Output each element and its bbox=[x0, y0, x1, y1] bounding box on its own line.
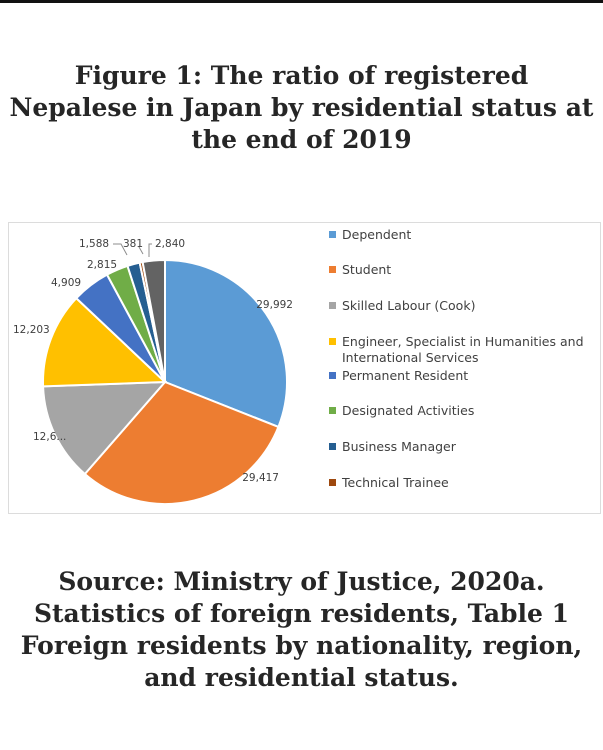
source-line: Source: Ministry of Justice, 2020a. bbox=[58, 567, 545, 596]
pie-slice bbox=[164, 258, 288, 429]
source-note: Source: Ministry of Justice, 2020a. Stat… bbox=[0, 566, 603, 694]
legend-item: Permanent Resident bbox=[329, 368, 592, 384]
legend-label: Permanent Resident bbox=[342, 368, 469, 383]
data-label: 1,588 bbox=[79, 238, 109, 250]
data-label: 12,6... bbox=[33, 431, 66, 443]
legend-item: Business Manager bbox=[329, 439, 592, 455]
data-label: 29,417 bbox=[242, 472, 279, 484]
data-label: 12,203 bbox=[13, 324, 50, 336]
legend-swatch bbox=[329, 338, 336, 345]
legend-swatch bbox=[329, 372, 336, 379]
data-label: 381 bbox=[123, 238, 143, 250]
legend-item: Technical Trainee bbox=[329, 475, 592, 491]
data-label-leader bbox=[138, 246, 144, 255]
legend-label: Business Manager bbox=[342, 439, 456, 454]
pie-chart: 29,992 29,417 12,6... 12,203 4,909 2,815 1,588… bbox=[8, 222, 601, 514]
legend-swatch bbox=[329, 266, 336, 273]
data-label-leader bbox=[148, 243, 152, 257]
legend-item: Designated Activities bbox=[329, 403, 592, 419]
data-label: 2,815 bbox=[87, 259, 117, 271]
legend-item: Engineer, Specialist in Humanities and I… bbox=[329, 334, 592, 366]
top-rule bbox=[0, 0, 603, 3]
data-label-leader bbox=[113, 243, 128, 256]
legend-swatch bbox=[329, 443, 336, 450]
legend-label: Dependent bbox=[342, 227, 412, 242]
legend-swatch bbox=[329, 231, 336, 238]
legend-swatch bbox=[329, 479, 336, 486]
legend-label: Engineer, Specialist in Humanities and I… bbox=[342, 334, 584, 365]
source-line: Foreign residents by nationality, region… bbox=[20, 631, 583, 660]
legend-item: Student bbox=[329, 262, 592, 278]
pie-slice bbox=[141, 258, 166, 383]
figure-title-line: the end of 2019 bbox=[191, 125, 412, 154]
legend-item: Skilled Labour (Cook) bbox=[329, 298, 592, 314]
source-line: Statistics of foreign residents, Table 1 bbox=[33, 599, 570, 628]
data-label: 29,992 bbox=[256, 299, 293, 311]
pie-slice bbox=[42, 296, 168, 388]
source-line: and residential status. bbox=[144, 663, 459, 692]
figure-title-line: Nepalese in Japan by residential status … bbox=[9, 93, 594, 122]
legend-label: Student bbox=[342, 262, 392, 277]
pie-slice bbox=[42, 380, 168, 476]
legend-swatch bbox=[329, 302, 336, 309]
pie-slice bbox=[83, 380, 280, 505]
legend-swatch bbox=[329, 407, 336, 414]
legend-label: Skilled Labour (Cook) bbox=[342, 298, 476, 313]
figure-title: Figure 1: The ratio of registered Nepale… bbox=[0, 60, 603, 156]
legend-item: Dependent bbox=[329, 227, 592, 243]
data-label: 4,909 bbox=[51, 277, 81, 289]
pie-chart-svg: 29,992 29,417 12,6... 12,203 4,909 2,815 1,588… bbox=[13, 238, 293, 505]
legend-label: Designated Activities bbox=[342, 403, 475, 418]
figure-title-line: Figure 1: The ratio of registered bbox=[74, 61, 529, 90]
legend-label: Technical Trainee bbox=[342, 475, 449, 490]
data-label: 2,840 bbox=[155, 238, 185, 250]
